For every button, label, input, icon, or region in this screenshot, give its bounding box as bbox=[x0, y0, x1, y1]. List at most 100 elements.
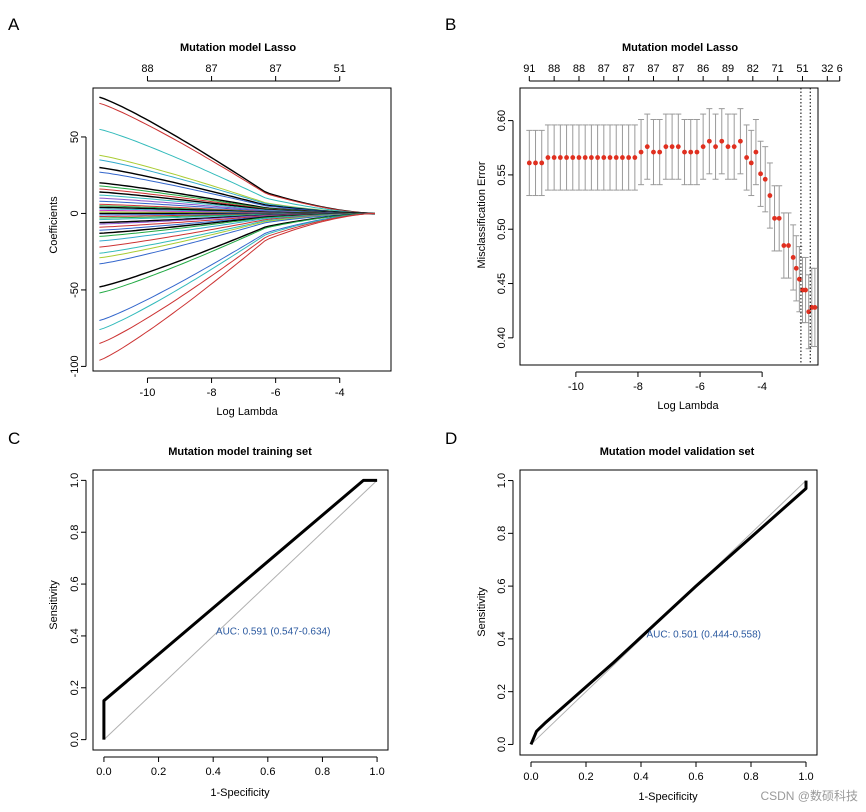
y-tick-label: 0.55 bbox=[496, 164, 508, 185]
cv-error-point bbox=[812, 305, 818, 310]
cv-error-point bbox=[762, 176, 768, 182]
panel-a-plot: -10 -8 -6 -4 -100 -50 0 50 88 87 87 51 bbox=[69, 63, 392, 399]
panel-b-ylabel: Misclassification Error bbox=[476, 161, 488, 268]
top-tick-label: 87 bbox=[598, 63, 610, 75]
top-tick-label: 87 bbox=[270, 63, 282, 75]
coefficient-path bbox=[99, 212, 376, 265]
cv-error-point bbox=[753, 149, 759, 155]
roc-curve bbox=[102, 478, 378, 740]
y-tick-label: 0.60 bbox=[496, 110, 508, 131]
panel-a-xlabel: Log Lambda bbox=[216, 406, 278, 418]
y-tick-label: 0.0 bbox=[69, 732, 81, 747]
cv-error-point bbox=[700, 144, 706, 150]
y-tick-label: 0.40 bbox=[496, 327, 508, 348]
x-tick-label: 0.2 bbox=[578, 771, 593, 783]
y-tick-label: 0.8 bbox=[69, 525, 81, 540]
x-tick-label: -6 bbox=[271, 387, 281, 399]
panel-d-title: Mutation model validation set bbox=[600, 446, 755, 458]
top-tick-label: 32 bbox=[821, 63, 833, 75]
x-tick-label: 0.4 bbox=[206, 766, 221, 778]
cv-error-point bbox=[776, 215, 782, 221]
cv-error-point bbox=[620, 155, 625, 160]
y-tick-label: 0.2 bbox=[496, 684, 508, 699]
x-tick-label: 0.2 bbox=[151, 766, 166, 778]
top-tick-label: 88 bbox=[141, 63, 153, 75]
cv-error-point bbox=[737, 138, 743, 144]
coefficient-path bbox=[99, 212, 376, 361]
panel-b-title: Mutation model Lasso bbox=[622, 42, 738, 54]
x-tick-label: -4 bbox=[335, 387, 345, 399]
top-tick-label: 51 bbox=[796, 63, 808, 75]
cv-error-point bbox=[557, 155, 563, 160]
x-tick-label: 0.6 bbox=[260, 766, 275, 778]
x-tick-label: -10 bbox=[140, 387, 156, 399]
top-tick-label: 87 bbox=[672, 63, 684, 75]
diagonal-reference-line bbox=[103, 480, 378, 740]
coefficient-path bbox=[99, 102, 376, 214]
y-tick-label: 0.0 bbox=[496, 737, 508, 752]
plot-frame bbox=[519, 469, 818, 756]
cv-error-point bbox=[626, 155, 632, 160]
cv-error-point bbox=[713, 144, 718, 150]
coefficient-path bbox=[99, 212, 376, 294]
cv-error-point bbox=[786, 243, 791, 248]
x-tick-label: -4 bbox=[757, 381, 767, 393]
coefficient-path bbox=[99, 128, 376, 214]
cv-error-point bbox=[803, 287, 808, 293]
y-tick-label: 1.0 bbox=[496, 473, 508, 488]
top-tick-label: 87 bbox=[647, 63, 659, 75]
panel-c: C Mutation model training set 1-Specific… bbox=[8, 429, 389, 799]
panel-d-xlabel: 1-Specificity bbox=[638, 791, 698, 803]
cv-error-point bbox=[526, 160, 532, 166]
cv-error-point bbox=[758, 171, 763, 177]
panel-letter-b: B bbox=[445, 15, 456, 34]
cv-error-point bbox=[651, 149, 656, 155]
auc-annotation: AUC: 0.591 (0.547-0.634) bbox=[216, 627, 331, 638]
panel-letter-c: C bbox=[8, 429, 20, 448]
cv-error-point bbox=[588, 155, 594, 160]
cv-error-point bbox=[632, 155, 638, 160]
x-tick-label: 0.0 bbox=[96, 766, 111, 778]
cv-error-point bbox=[638, 149, 644, 155]
y-tick-label: -50 bbox=[69, 282, 81, 298]
roc-curve bbox=[529, 480, 808, 745]
auc-annotation: AUC: 0.501 (0.444-0.558) bbox=[647, 630, 762, 641]
cv-error-point bbox=[607, 155, 613, 160]
x-tick-label: -8 bbox=[633, 381, 643, 393]
top-tick-label: 87 bbox=[623, 63, 635, 75]
x-tick-label: 0.6 bbox=[688, 771, 703, 783]
y-tick-label: 0.2 bbox=[69, 680, 81, 695]
cv-error-point bbox=[706, 138, 712, 144]
x-tick-label: 1.0 bbox=[369, 766, 384, 778]
panel-a-ylabel: Coefficients bbox=[48, 196, 60, 254]
coefficient-path bbox=[99, 212, 376, 344]
panel-a-title: Mutation model Lasso bbox=[180, 42, 296, 54]
top-tick-label: 88 bbox=[548, 63, 560, 75]
cv-error-point bbox=[748, 160, 754, 166]
panel-d-ylabel: Sensitivity bbox=[476, 587, 488, 637]
x-tick-label: 0.8 bbox=[315, 766, 330, 778]
cv-error-point bbox=[772, 215, 777, 221]
cv-error-point bbox=[682, 149, 687, 155]
cv-error-point bbox=[613, 155, 619, 160]
cv-error-point bbox=[545, 155, 551, 160]
panel-a: A Mutation model Lasso Log Lambda Coeffi… bbox=[8, 15, 392, 418]
cv-error-point bbox=[669, 144, 675, 150]
cv-error-point bbox=[688, 149, 694, 155]
plot-frame bbox=[92, 87, 392, 372]
top-tick-label: 51 bbox=[334, 63, 346, 75]
cv-error-point bbox=[551, 155, 557, 160]
cv-error-point bbox=[767, 193, 773, 198]
cv-error-point bbox=[657, 149, 663, 155]
y-tick-label: -100 bbox=[69, 355, 81, 377]
plot-frame bbox=[519, 87, 819, 366]
y-tick-label: 0.6 bbox=[69, 576, 81, 591]
x-tick-label: -6 bbox=[695, 381, 705, 393]
cv-error-point bbox=[533, 160, 538, 166]
plot-frame bbox=[92, 469, 389, 751]
cv-error-point bbox=[564, 155, 569, 160]
panel-d-plot: 0.0 0.2 0.4 0.6 0.8 1.0 0.0 0.2 0.4 0.6 0.8 1.0 AUC:… bbox=[496, 469, 818, 783]
cv-error-point bbox=[570, 155, 576, 160]
coefficient-path bbox=[99, 212, 376, 331]
cv-error-point bbox=[663, 144, 669, 150]
